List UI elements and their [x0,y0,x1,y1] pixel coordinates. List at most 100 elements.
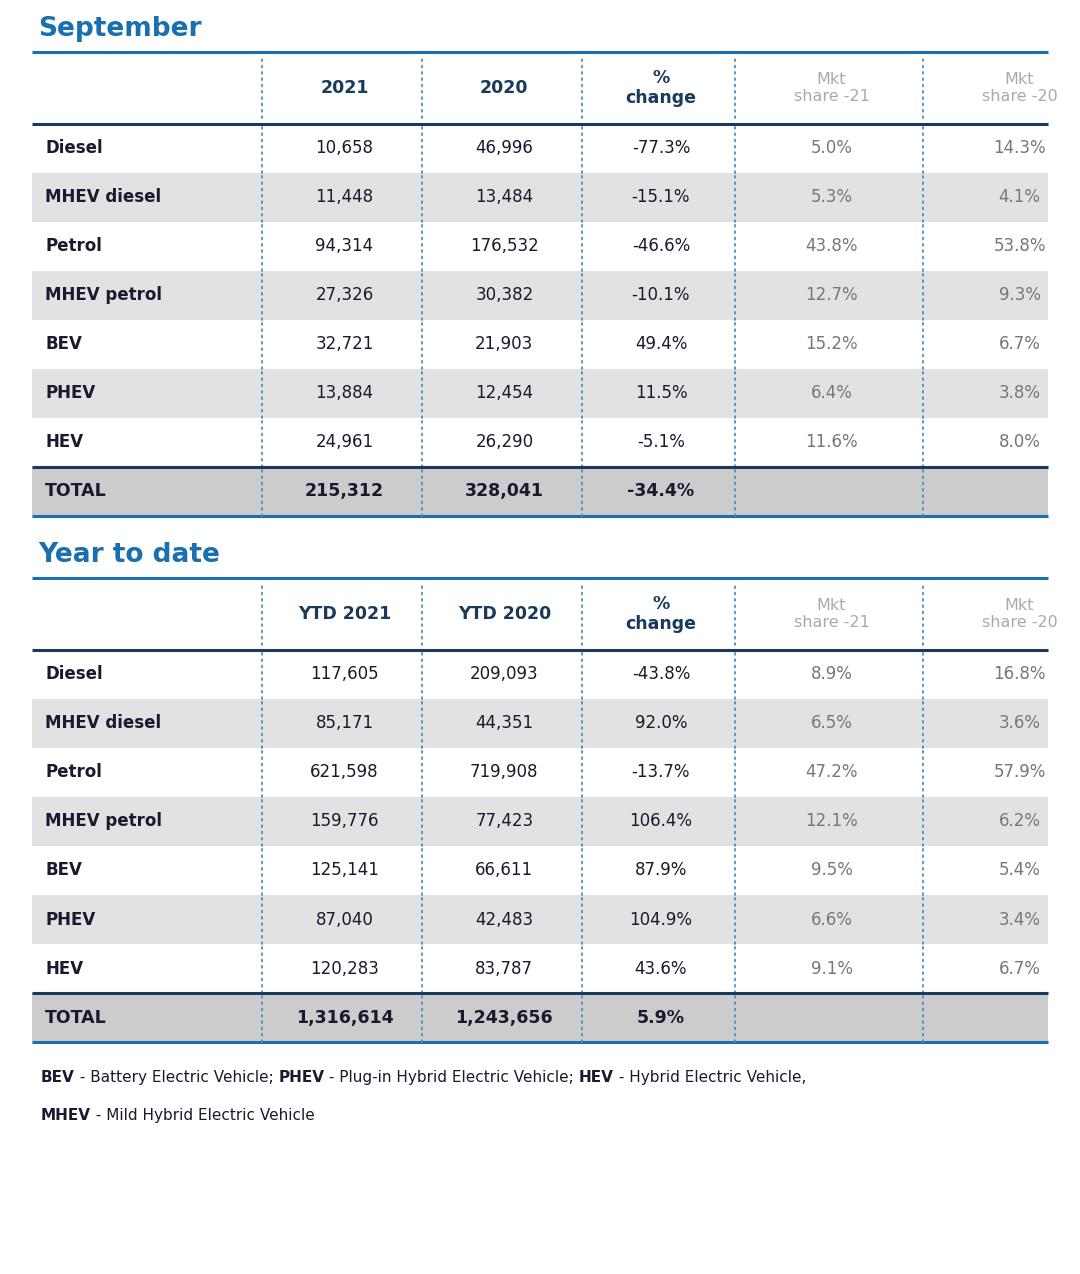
Text: 12.1%: 12.1% [806,813,858,831]
Text: 6.6%: 6.6% [811,911,852,929]
Text: 66,611: 66,611 [475,861,534,879]
Text: HEV: HEV [45,433,83,451]
Text: PHEV: PHEV [45,911,96,929]
Text: 10,658: 10,658 [315,139,374,157]
Text: -34.4%: -34.4% [627,483,694,501]
Text: 104.9%: 104.9% [630,911,692,929]
Text: Mkt
share -21: Mkt share -21 [794,71,869,104]
Text: September: September [38,17,201,42]
Text: HEV: HEV [45,959,83,977]
Text: 9.3%: 9.3% [999,287,1040,304]
Text: 215,312: 215,312 [305,483,384,501]
Text: 30,382: 30,382 [475,287,534,304]
Text: -46.6%: -46.6% [632,237,690,255]
Text: 4.1%: 4.1% [999,189,1040,206]
Text: MHEV diesel: MHEV diesel [45,715,162,733]
Bar [32,173,1048,222]
Bar [32,222,1048,271]
Text: 6.7%: 6.7% [999,335,1040,353]
Bar [32,578,1048,650]
Bar [32,698,1048,748]
Text: 3.8%: 3.8% [999,385,1040,403]
Text: Petrol: Petrol [45,763,103,781]
Text: 159,776: 159,776 [310,813,379,831]
Text: -13.7%: -13.7% [632,763,690,781]
Text: 12,454: 12,454 [475,385,534,403]
Text: BEV: BEV [41,1070,75,1085]
Text: 21,903: 21,903 [475,335,534,353]
Text: 13,884: 13,884 [315,385,374,403]
Text: 8.0%: 8.0% [999,433,1040,451]
Text: 87,040: 87,040 [315,911,374,929]
Text: 11,448: 11,448 [315,189,374,206]
Text: YTD 2020: YTD 2020 [458,605,551,623]
Text: 85,171: 85,171 [315,715,374,733]
Text: 106.4%: 106.4% [630,813,692,831]
Text: 209,093: 209,093 [470,665,539,683]
Bar [32,466,1048,516]
Bar [32,650,1048,698]
Text: Diesel: Diesel [45,665,103,683]
Text: 3.4%: 3.4% [999,911,1040,929]
Text: 12.7%: 12.7% [806,287,858,304]
Text: TOTAL: TOTAL [45,1009,107,1027]
Text: 14.3%: 14.3% [994,139,1045,157]
Text: Mkt
share -20: Mkt share -20 [982,71,1057,104]
Text: 1,316,614: 1,316,614 [296,1009,393,1027]
Text: 6.5%: 6.5% [811,715,852,733]
Bar [32,894,1048,944]
Text: 2020: 2020 [481,79,528,97]
Bar [32,992,1048,1042]
Text: MHEV petrol: MHEV petrol [45,813,162,831]
Text: 120,283: 120,283 [310,959,379,977]
Text: Diesel: Diesel [45,139,103,157]
Bar [32,944,1048,992]
Text: 94,314: 94,314 [315,237,374,255]
Text: 5.0%: 5.0% [811,139,852,157]
Text: TOTAL: TOTAL [45,483,107,501]
Text: - Mild Hybrid Electric Vehicle: - Mild Hybrid Electric Vehicle [91,1108,314,1124]
Bar [32,748,1048,798]
Text: 87.9%: 87.9% [635,861,687,879]
Text: %
change: % change [625,69,697,107]
Text: - Plug-in Hybrid Electric Vehicle;: - Plug-in Hybrid Electric Vehicle; [324,1070,579,1085]
Text: 44,351: 44,351 [475,715,534,733]
Text: -10.1%: -10.1% [632,287,690,304]
Text: 719,908: 719,908 [470,763,539,781]
Text: 47.2%: 47.2% [806,763,858,781]
Text: -15.1%: -15.1% [632,189,690,206]
Bar [32,846,1048,894]
Text: 32,721: 32,721 [315,335,374,353]
Text: 42,483: 42,483 [475,911,534,929]
Text: 11.5%: 11.5% [635,385,687,403]
Text: PHEV: PHEV [45,385,96,403]
Text: 26,290: 26,290 [475,433,534,451]
Text: - Hybrid Electric Vehicle,: - Hybrid Electric Vehicle, [613,1070,807,1085]
Text: 621,598: 621,598 [310,763,379,781]
Text: 43.8%: 43.8% [806,237,858,255]
Text: 8.9%: 8.9% [811,665,852,683]
Text: 83,787: 83,787 [475,959,534,977]
Text: 2021: 2021 [321,79,368,97]
Text: 6.7%: 6.7% [999,959,1040,977]
Text: 53.8%: 53.8% [994,237,1045,255]
Text: 3.6%: 3.6% [999,715,1040,733]
Text: 24,961: 24,961 [315,433,374,451]
Bar [32,418,1048,466]
Text: 5.4%: 5.4% [999,861,1040,879]
Text: Mkt
share -20: Mkt share -20 [982,598,1057,631]
Text: 125,141: 125,141 [310,861,379,879]
Text: MHEV petrol: MHEV petrol [45,287,162,304]
Text: %
change: % change [625,595,697,633]
Text: -77.3%: -77.3% [632,139,690,157]
Text: 46,996: 46,996 [475,139,534,157]
Text: PHEV: PHEV [279,1070,324,1085]
Text: Year to date: Year to date [38,543,219,568]
Text: 16.8%: 16.8% [994,665,1045,683]
Text: 92.0%: 92.0% [635,715,687,733]
Text: 13,484: 13,484 [475,189,534,206]
Text: Petrol: Petrol [45,237,103,255]
Text: 6.2%: 6.2% [999,813,1040,831]
Text: 5.3%: 5.3% [811,189,852,206]
Bar [32,796,1048,846]
